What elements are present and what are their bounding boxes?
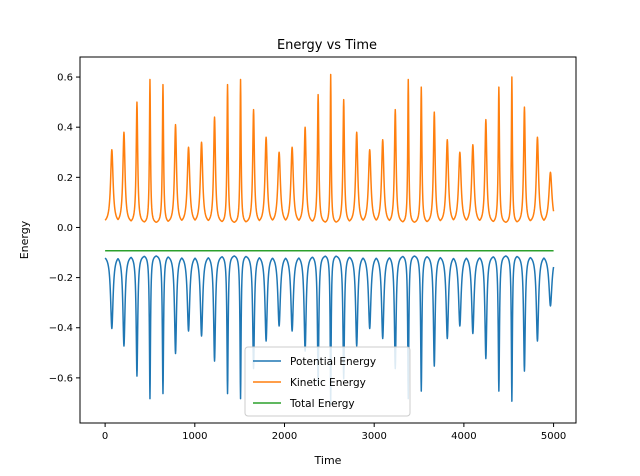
series-layer xyxy=(104,73,555,405)
x-tick-label: 5000 xyxy=(541,431,566,442)
plot-frame xyxy=(79,56,577,424)
x-axis-label: Time xyxy=(314,454,342,467)
y-tick-label: −0.4 xyxy=(49,323,73,334)
series-kinetic-energy xyxy=(104,73,555,223)
y-axis: −0.6 −0.4 −0.2 0.0 0.2 0.4 0.6 xyxy=(49,73,80,384)
y-tick-label: 0.0 xyxy=(57,223,73,234)
legend-entry-kinetic: Kinetic Energy xyxy=(290,377,366,389)
x-tick-label: 2000 xyxy=(272,431,297,442)
x-tick-label: 1000 xyxy=(182,431,207,442)
legend-box xyxy=(244,346,411,417)
y-tick-label: 0.4 xyxy=(57,123,73,134)
legend-entry-potential: Potential Energy xyxy=(290,356,376,368)
x-tick-label: 3000 xyxy=(361,431,386,442)
legend: Potential Energy Kinetic Energy Total En… xyxy=(244,346,411,417)
x-axis: 0 1000 2000 3000 4000 5000 xyxy=(102,423,566,442)
y-tick-label: −0.2 xyxy=(49,273,73,284)
x-tick-label: 4000 xyxy=(451,431,476,442)
series-potential-energy xyxy=(104,255,555,405)
y-tick-label: 0.6 xyxy=(57,73,73,84)
y-tick-label: 0.2 xyxy=(57,173,73,184)
y-axis-label: Energy xyxy=(18,220,31,259)
x-tick-label: 0 xyxy=(102,431,108,442)
legend-entry-total: Total Energy xyxy=(289,398,355,410)
y-tick-label: −0.6 xyxy=(49,373,73,384)
chart-title: Energy vs Time xyxy=(277,38,377,53)
